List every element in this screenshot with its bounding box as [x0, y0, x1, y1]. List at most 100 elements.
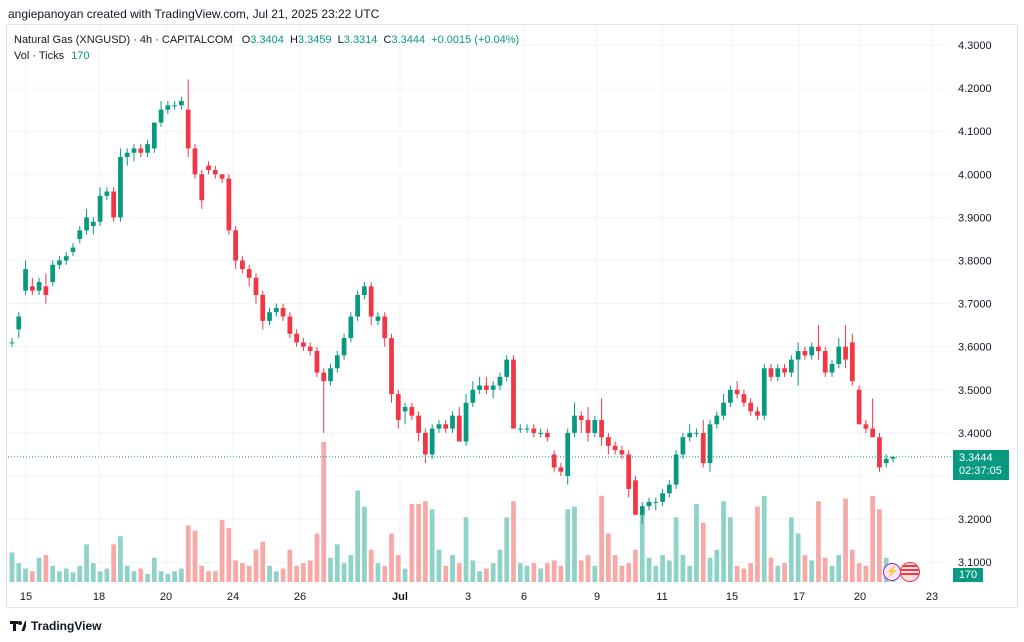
candle-body[interactable] [416, 415, 421, 433]
candle-body[interactable] [633, 480, 638, 515]
candle-body[interactable] [714, 415, 720, 425]
candle-body[interactable] [368, 286, 374, 317]
candle-body[interactable] [158, 109, 164, 123]
candle-body[interactable] [246, 269, 252, 278]
candle-body[interactable] [585, 419, 591, 433]
candle-body[interactable] [436, 424, 442, 429]
candle-body[interactable] [456, 415, 462, 442]
candle-body[interactable] [314, 351, 320, 373]
candle-body[interactable] [375, 316, 381, 321]
candle-body[interactable] [768, 368, 774, 377]
candle-body[interactable] [673, 454, 679, 485]
candle-body[interactable] [97, 195, 103, 222]
candle-body[interactable] [172, 105, 178, 107]
candle-body[interactable] [260, 294, 266, 321]
candle-body[interactable] [280, 307, 286, 317]
candle-body[interactable] [727, 389, 733, 403]
candle-body[interactable] [219, 174, 225, 179]
candle-body[interactable] [90, 221, 96, 227]
candle-body[interactable] [77, 230, 83, 239]
candle-body[interactable] [538, 432, 543, 434]
candle-body[interactable] [761, 368, 767, 416]
candle-body[interactable] [883, 458, 889, 464]
candle-body[interactable] [707, 424, 713, 464]
candle-body[interactable] [565, 432, 571, 476]
candle-body[interactable] [843, 346, 848, 360]
candle-body[interactable] [273, 307, 279, 313]
candle-body[interactable] [307, 346, 313, 352]
tradingview-brand[interactable]: TradingView [10, 619, 101, 633]
candle-body[interactable] [782, 368, 787, 373]
candle-body[interactable] [395, 394, 401, 420]
candle-body[interactable] [104, 191, 110, 196]
candle-body[interactable] [802, 351, 808, 356]
candle-body[interactable] [151, 122, 157, 149]
candle-body[interactable] [362, 286, 367, 295]
candle-body[interactable] [809, 346, 815, 356]
candle-body[interactable] [328, 368, 333, 382]
candle-body[interactable] [57, 260, 62, 265]
candle-body[interactable] [409, 407, 415, 416]
candle-body[interactable] [592, 419, 598, 433]
candle-body[interactable] [145, 144, 150, 153]
candle-body[interactable] [558, 467, 564, 472]
candle-body[interactable] [524, 428, 530, 430]
candle-body[interactable] [43, 286, 49, 295]
candle-body[interactable] [856, 389, 862, 425]
candle-body[interactable] [890, 456, 896, 459]
candle-body[interactable] [287, 316, 293, 334]
candle-body[interactable] [84, 217, 89, 231]
candle-body[interactable] [504, 359, 510, 377]
candle-body[interactable] [477, 385, 482, 390]
candle-body[interactable] [253, 277, 259, 295]
candle-body[interactable] [240, 260, 245, 270]
bolt-icon[interactable]: ⚡ [883, 563, 901, 581]
candle-body[interactable] [788, 359, 794, 373]
candle-body[interactable] [836, 346, 842, 364]
candle-body[interactable] [50, 264, 56, 283]
candle-body[interactable] [233, 230, 239, 261]
candle-body[interactable] [795, 351, 801, 360]
candle-body[interactable] [70, 247, 76, 252]
candle-body[interactable] [605, 437, 611, 446]
candle-body[interactable] [572, 415, 577, 433]
candle-body[interactable] [775, 368, 781, 377]
candle-body[interactable] [497, 376, 503, 386]
candle-body[interactable] [822, 351, 828, 373]
candle-body[interactable] [111, 191, 117, 218]
candle-body[interactable] [341, 338, 347, 356]
candle-body[interactable] [870, 428, 876, 438]
candle-body[interactable] [212, 169, 218, 175]
candle-body[interactable] [267, 312, 272, 321]
candle-body[interactable] [463, 402, 469, 442]
candle-body[interactable] [429, 428, 435, 455]
candle-body[interactable] [626, 454, 632, 489]
candle-body[interactable] [185, 109, 191, 149]
candle-body[interactable] [118, 157, 123, 218]
candle-body[interactable] [9, 342, 15, 344]
candle-body[interactable] [402, 407, 408, 412]
candle-body[interactable] [29, 286, 35, 291]
candle-body[interactable] [16, 316, 22, 330]
candle-body[interactable] [660, 493, 665, 502]
candle-body[interactable] [653, 501, 659, 503]
candle-body[interactable] [443, 424, 449, 429]
candle-body[interactable] [423, 432, 428, 455]
candle-body[interactable] [321, 372, 327, 382]
candle-body[interactable] [334, 355, 340, 369]
candle-body[interactable] [470, 389, 476, 403]
candle-body[interactable] [639, 506, 645, 515]
candle-body[interactable] [741, 394, 747, 403]
candle-body[interactable] [348, 316, 354, 339]
candle-body[interactable] [687, 432, 693, 438]
candle-body[interactable] [382, 316, 388, 339]
candle-body[interactable] [646, 501, 652, 507]
candle-body[interactable] [517, 428, 523, 430]
candle-body[interactable] [755, 411, 760, 416]
candle-body[interactable] [192, 148, 198, 175]
candle-body[interactable] [578, 415, 584, 420]
candle-body[interactable] [355, 294, 360, 317]
candle-body[interactable] [551, 454, 557, 468]
candle-body[interactable] [36, 282, 42, 291]
